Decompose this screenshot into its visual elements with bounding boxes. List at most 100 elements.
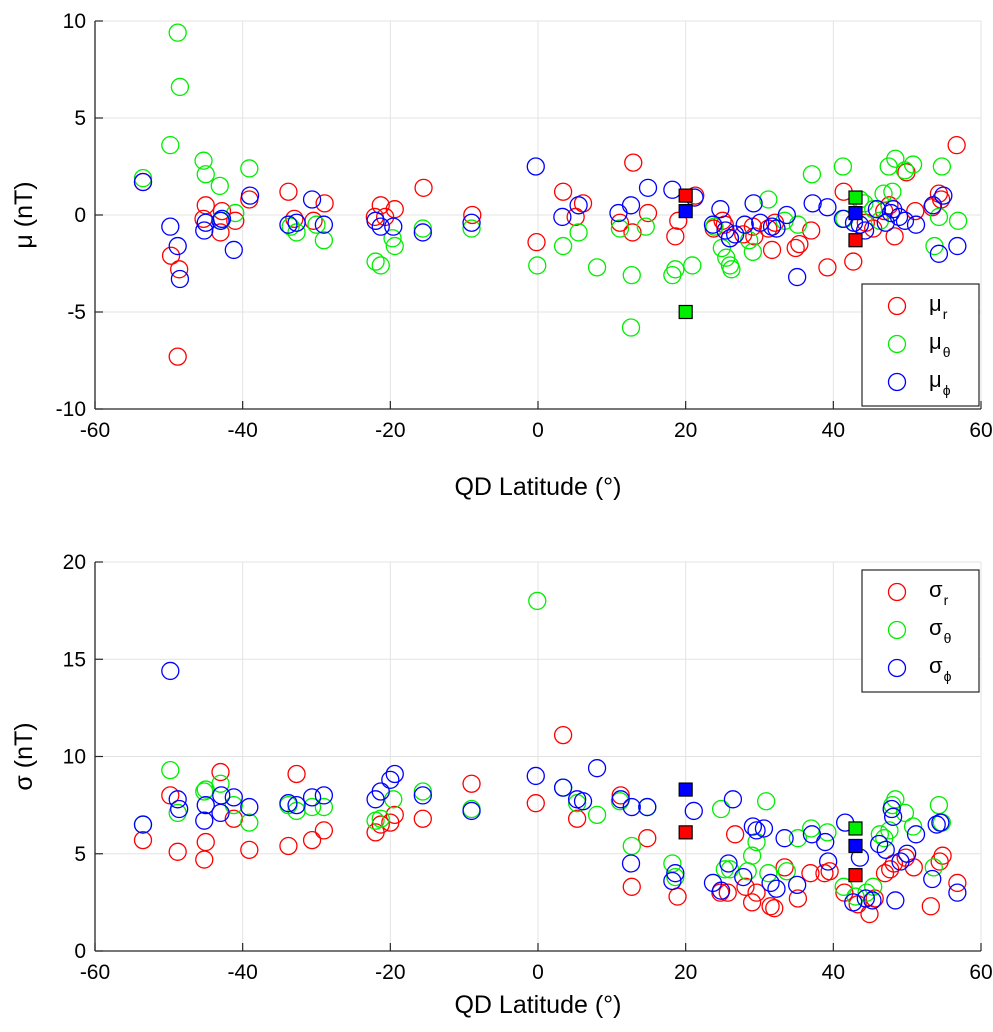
data-point bbox=[314, 215, 334, 234]
data-point bbox=[622, 265, 641, 285]
legend-marker bbox=[887, 372, 907, 392]
highlighted-point bbox=[848, 868, 863, 883]
data-point bbox=[161, 217, 180, 236]
data-point bbox=[462, 219, 481, 238]
highlighted-point bbox=[678, 188, 693, 203]
data-point bbox=[947, 136, 966, 155]
x-tick-label: -60 bbox=[80, 419, 110, 442]
data-point bbox=[168, 347, 187, 366]
data-point bbox=[161, 760, 180, 780]
data-point bbox=[413, 786, 432, 805]
data-point bbox=[881, 203, 901, 223]
data-point bbox=[279, 794, 298, 813]
series-2 bbox=[133, 23, 968, 337]
data-point bbox=[212, 209, 232, 229]
data-point bbox=[463, 205, 482, 225]
data-point bbox=[624, 153, 643, 172]
data-point bbox=[669, 211, 688, 230]
data-point bbox=[775, 858, 794, 877]
data-point bbox=[744, 194, 763, 213]
data-point bbox=[462, 801, 481, 821]
data-point bbox=[844, 252, 863, 271]
data-point bbox=[948, 236, 967, 256]
data-point bbox=[722, 260, 741, 279]
data-point bbox=[195, 811, 214, 830]
data-point bbox=[705, 217, 724, 236]
data-point bbox=[287, 795, 306, 815]
data-point bbox=[790, 234, 809, 254]
data-point bbox=[170, 260, 189, 279]
data-point bbox=[818, 258, 837, 277]
data-point bbox=[761, 873, 780, 893]
x-tick-label: 40 bbox=[822, 961, 845, 984]
x-tick-label: 0 bbox=[532, 961, 544, 984]
data-point bbox=[287, 213, 306, 232]
y-axis-title: μ (nT) bbox=[10, 181, 38, 248]
data-point bbox=[734, 867, 753, 887]
data-point bbox=[788, 889, 808, 908]
data-point bbox=[279, 215, 298, 234]
data-point bbox=[587, 258, 607, 277]
data-point bbox=[777, 205, 796, 225]
data-point bbox=[751, 213, 770, 232]
data-point bbox=[314, 821, 334, 840]
data-point bbox=[711, 200, 730, 219]
data-point bbox=[855, 221, 875, 240]
data-point bbox=[413, 809, 432, 828]
data-point bbox=[754, 819, 774, 838]
data-point bbox=[743, 817, 763, 836]
legend-marker bbox=[887, 582, 907, 602]
data-point bbox=[775, 829, 794, 848]
data-point bbox=[882, 799, 901, 819]
data-point bbox=[889, 207, 909, 227]
data-point bbox=[610, 213, 630, 232]
data-point bbox=[385, 805, 404, 824]
data-point bbox=[226, 203, 245, 223]
data-point bbox=[734, 225, 753, 244]
series-3 bbox=[133, 157, 967, 289]
data-point bbox=[384, 217, 403, 236]
data-point bbox=[168, 842, 187, 861]
data-point bbox=[133, 168, 153, 188]
data-point bbox=[302, 190, 322, 209]
x-tick-label: -20 bbox=[375, 961, 405, 984]
data-point bbox=[528, 256, 547, 275]
data-point bbox=[886, 790, 905, 809]
data-point bbox=[553, 778, 573, 797]
data-point bbox=[636, 217, 655, 236]
data-point bbox=[161, 661, 180, 681]
data-point bbox=[767, 879, 786, 898]
data-point bbox=[587, 805, 607, 824]
data-point bbox=[927, 815, 946, 834]
data-point bbox=[856, 889, 875, 908]
data-point bbox=[170, 799, 189, 819]
data-point bbox=[777, 862, 796, 881]
data-point bbox=[133, 830, 153, 850]
data-point bbox=[212, 786, 231, 805]
data-point bbox=[761, 897, 780, 916]
data-point bbox=[413, 219, 432, 238]
data-point bbox=[224, 240, 243, 260]
data-point bbox=[366, 211, 385, 230]
data-point bbox=[226, 211, 245, 230]
data-point bbox=[883, 807, 903, 826]
data-point bbox=[869, 834, 889, 854]
x-tick-label: -40 bbox=[227, 961, 257, 984]
data-point bbox=[666, 864, 685, 883]
legend-label: μr bbox=[929, 291, 948, 322]
data-point bbox=[736, 877, 755, 896]
data-point bbox=[816, 832, 835, 852]
data-point bbox=[895, 211, 915, 230]
x-tick-label: 20 bbox=[674, 419, 697, 442]
data-point bbox=[906, 201, 925, 221]
legend-marker bbox=[887, 296, 907, 316]
data-point bbox=[302, 788, 322, 807]
data-point bbox=[923, 869, 942, 889]
data-point bbox=[553, 182, 573, 201]
data-point bbox=[621, 318, 641, 337]
data-point bbox=[666, 227, 685, 246]
data-point bbox=[161, 246, 181, 265]
data-point bbox=[610, 219, 630, 238]
data-point bbox=[569, 196, 588, 215]
